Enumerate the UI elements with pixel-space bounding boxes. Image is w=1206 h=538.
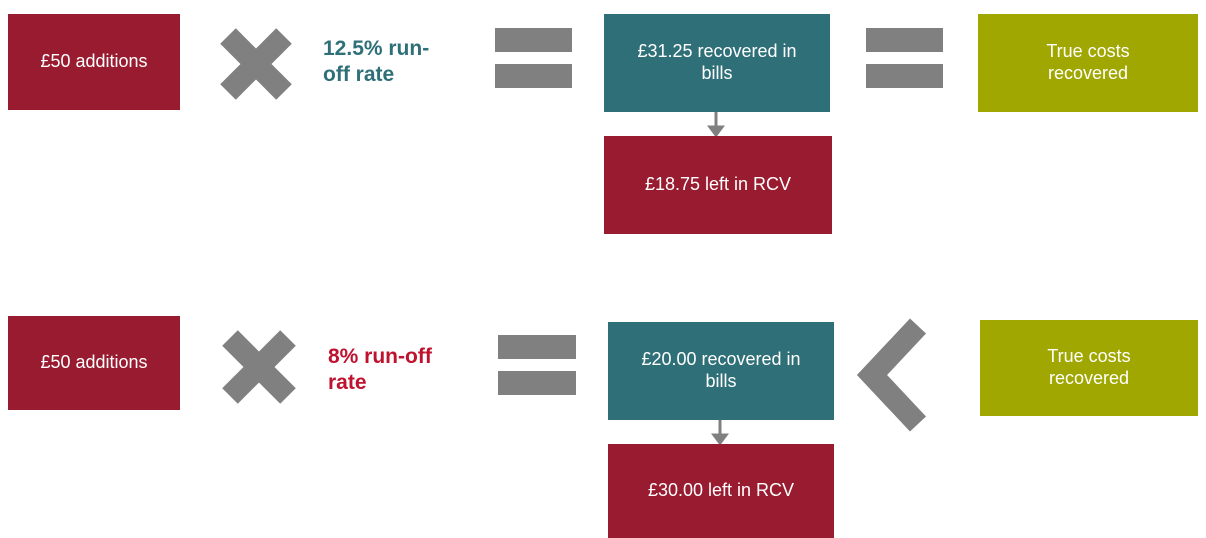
input-box: £50 additions xyxy=(8,14,180,110)
less-than-icon xyxy=(856,318,927,432)
rate-label: 8% run-off rate xyxy=(328,345,432,395)
true-costs-box: True costs recovered xyxy=(980,320,1198,416)
left-box: £30.00 left in RCV xyxy=(608,444,834,538)
recovered-box: £20.00 recovered in bills xyxy=(608,322,834,420)
left-box: £18.75 left in RCV xyxy=(604,136,832,234)
recovered-box: £31.25 recovered in bills xyxy=(604,14,830,112)
true-costs-box: True costs recovered xyxy=(978,14,1198,112)
equals-icon xyxy=(495,28,943,395)
rate-label: 12.5% run-off rate xyxy=(323,37,430,87)
input-box: £50 additions xyxy=(8,316,180,410)
arrow xyxy=(707,112,729,446)
multiply-icon xyxy=(220,28,296,404)
